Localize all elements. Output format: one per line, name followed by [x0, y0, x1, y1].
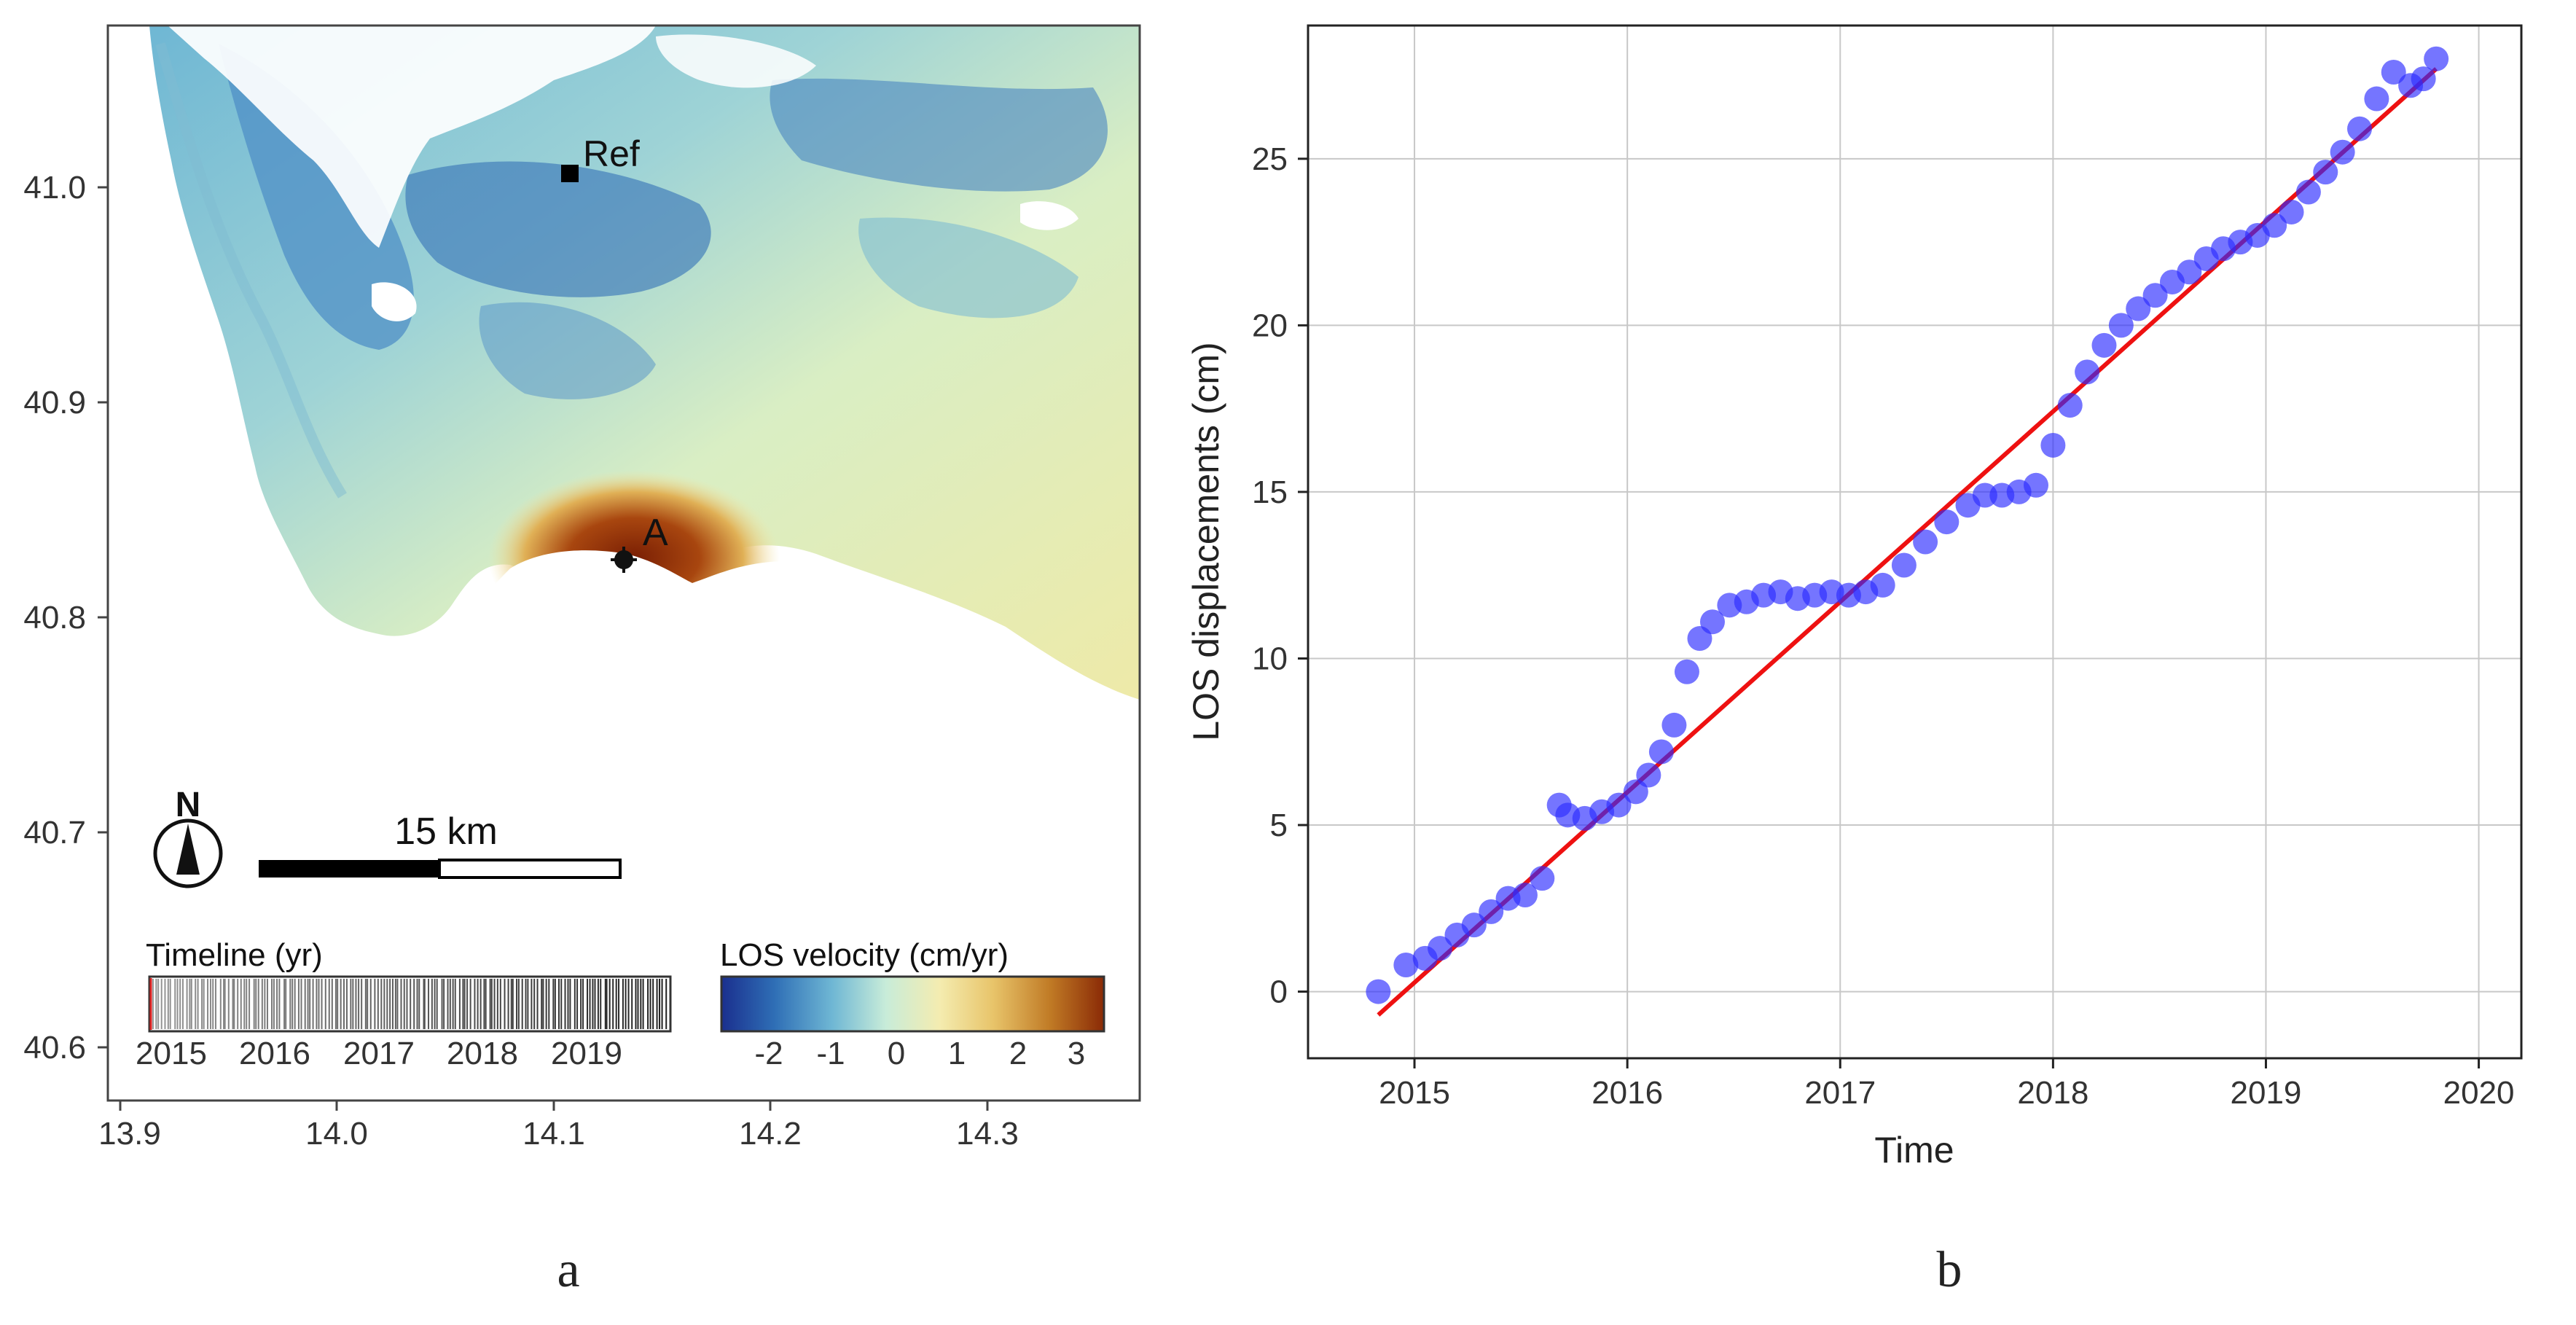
data-point: [1366, 979, 1391, 1004]
data-point: [1891, 552, 1917, 578]
data-point: [1934, 509, 1960, 535]
map-x-axis: [119, 1101, 989, 1111]
data-point: [1606, 792, 1632, 818]
data-point: [2330, 139, 2355, 165]
data-point: [2040, 432, 2066, 458]
colorbar-tick-label: 1: [948, 1036, 966, 1071]
data-point: [1512, 883, 1538, 908]
map-y-tick-label: 41.0: [23, 170, 86, 206]
data-point: [2177, 259, 2202, 285]
map-x-tick-label: 14.2: [739, 1116, 802, 1152]
timeline-year-label: 2015: [136, 1036, 207, 1071]
data-point: [1700, 609, 1725, 635]
colorbar-tick-label: 0: [888, 1036, 905, 1071]
colorbar-title: LOS velocity (cm/yr): [720, 937, 1009, 973]
data-point: [1674, 659, 1699, 684]
data-point: [1428, 936, 1453, 961]
map-frame: [106, 24, 1141, 1102]
chart-grid: [1308, 26, 2521, 1058]
chart-axes: 2015 2016 2017 2018 2019 2020 0 5 10 15 20 25: [1252, 141, 2514, 1111]
data-point: [2142, 283, 2168, 308]
map-x-tick-label: 14.0: [305, 1116, 368, 1152]
timeline-year-label: 2018: [447, 1036, 518, 1071]
timeline-year-label: 2016: [239, 1036, 310, 1071]
x-tick-label: 2016: [1592, 1075, 1663, 1111]
data-point: [2075, 359, 2100, 385]
data-point: [1870, 572, 1895, 598]
north-arrow-icon: [153, 818, 223, 888]
scale-bar-light: [438, 859, 622, 879]
timeline-year-label: 2017: [343, 1036, 415, 1071]
x-axis-label: Time: [1874, 1130, 1954, 1170]
scale-bar-dark: [259, 860, 439, 878]
y-tick-label: 25: [1252, 141, 1288, 177]
data-point: [2126, 296, 2151, 321]
data-point: [2424, 46, 2449, 71]
data-point: [1461, 912, 1487, 938]
colorbar-tick-label: -2: [754, 1036, 783, 1071]
colorbar-tick-label: 2: [1009, 1036, 1027, 1071]
map-x-tick-label: 13.9: [98, 1116, 161, 1152]
map-y-tick-label: 40.6: [23, 1030, 86, 1066]
y-tick-label: 10: [1252, 641, 1288, 676]
data-point: [1636, 762, 1661, 788]
data-point: [1479, 899, 1504, 924]
reference-point-label: Ref: [583, 133, 640, 174]
data-point: [2091, 332, 2117, 358]
data-point: [1972, 482, 1997, 508]
map-y-tick-label: 40.9: [23, 385, 86, 421]
map-x-tick-label: 14.1: [522, 1116, 585, 1152]
data-point: [1913, 529, 1938, 555]
timeline-acquisitions: [152, 979, 668, 1029]
map-x-tick-label: 14.3: [956, 1116, 1019, 1152]
data-point: [2347, 116, 2372, 141]
x-tick-label: 2019: [2231, 1075, 2302, 1111]
data-point: [2411, 66, 2436, 92]
north-label: N: [176, 786, 201, 824]
data-point: [2364, 86, 2389, 112]
colorbar-tick-label: -1: [816, 1036, 845, 1071]
data-point: [2313, 160, 2338, 185]
x-tick-label: 2018: [2017, 1075, 2088, 1111]
reference-point-marker: [561, 165, 579, 182]
data-point: [1393, 953, 1419, 978]
x-tick-label: 2017: [1804, 1075, 1876, 1111]
timeline-year-label: 2019: [551, 1036, 622, 1071]
x-tick-label: 2015: [1379, 1075, 1450, 1111]
point-a-marker: [611, 547, 637, 573]
y-tick-label: 0: [1270, 974, 1288, 1010]
panel-b-caption: b: [1937, 1242, 1962, 1298]
data-point: [2108, 313, 2134, 338]
data-point: [2057, 393, 2083, 418]
map-y-tick-label: 40.8: [23, 600, 86, 636]
x-tick-label: 2020: [2443, 1075, 2515, 1111]
data-point: [1530, 866, 1555, 891]
y-tick-label: 20: [1252, 308, 1288, 343]
data-point: [2295, 179, 2321, 205]
y-axis-label: LOS displacements (cm): [1186, 342, 1226, 740]
plot-frame: [1307, 24, 2523, 1060]
panel-a-map: 13.9 14.0 14.1 14.2 14.3 41.0 40.9 40.8 …: [23, 24, 1141, 1298]
y-tick-label: 15: [1252, 474, 1288, 510]
colorbar-tick-label: 3: [1068, 1036, 1085, 1071]
data-point: [1648, 739, 1674, 765]
scale-bar-label: 15 km: [394, 810, 498, 853]
data-point: [2024, 472, 2048, 498]
panel-a-caption: a: [557, 1242, 579, 1298]
data-point: [1661, 712, 1687, 738]
data-point: [2262, 213, 2287, 238]
velocity-map-image: [108, 26, 1140, 1101]
y-tick-label: 5: [1270, 808, 1288, 843]
data-point: [2279, 199, 2304, 224]
point-a-label: A: [643, 512, 668, 554]
colorbar: [720, 975, 1105, 1033]
data-point: [2381, 59, 2406, 85]
map-y-tick-label: 40.7: [23, 815, 86, 851]
map-y-axis: [98, 186, 108, 1049]
timeline-title: Timeline (yr): [146, 937, 323, 973]
points-series: [1366, 46, 2449, 1004]
